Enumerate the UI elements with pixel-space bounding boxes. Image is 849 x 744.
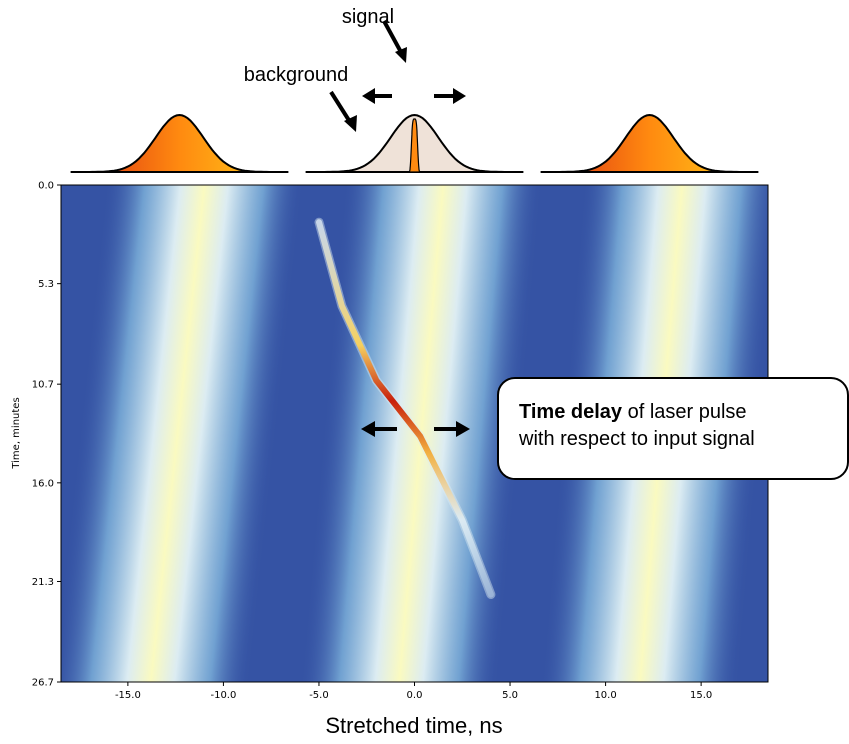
x-tick-label: -5.0 — [309, 690, 329, 701]
time-delay-callout: Time delay of laser pulse with respect t… — [497, 377, 849, 480]
x-tick-label: 5.0 — [502, 690, 518, 701]
callout-text-line2: with respect to input signal — [519, 428, 755, 450]
y-tick-label: 5.3 — [38, 279, 54, 290]
x-axis-label: Stretched time, ns — [325, 713, 502, 738]
delay-left-arrow — [361, 421, 397, 437]
callout-text-line1: of laser pulse — [622, 401, 747, 423]
signal-trace-line — [316, 219, 494, 598]
heatmap-band-0 — [61, 185, 304, 682]
signal-trace — [314, 217, 496, 599]
pulse-profiles — [70, 113, 759, 173]
y-tick-label: 10.7 — [32, 380, 54, 391]
x-tick-label: -10.0 — [210, 690, 236, 701]
shift-right-arrow-top — [434, 88, 466, 104]
signal-label: signal — [342, 6, 394, 28]
pulse-profile-0 — [70, 113, 289, 173]
x-axis-ticks: -15.0 -10.0 -5.0 0.0 5.0 10.0 15.0 — [115, 682, 712, 701]
callout-bold-text: Time delay — [519, 401, 623, 423]
y-tick-label: 26.7 — [32, 678, 54, 689]
background-label: background — [244, 64, 349, 86]
y-tick-label: 21.3 — [32, 577, 54, 588]
y-tick-label: 16.0 — [32, 478, 54, 489]
shift-left-arrow-top — [362, 88, 392, 104]
y-axis-ticks: 0.0 5.3 10.7 16.0 21.3 26.7 — [32, 181, 61, 689]
x-tick-label: 15.0 — [690, 690, 712, 701]
pulse-profile-2 — [406, 118, 423, 173]
y-tick-label: 0.0 — [38, 181, 54, 192]
signal-pointer-arrow — [382, 20, 407, 63]
x-tick-label: 0.0 — [407, 690, 423, 701]
background-pointer-arrow — [329, 90, 357, 132]
y-axis-label: Time, minutes — [11, 397, 22, 469]
pulse-profile-3 — [540, 113, 759, 173]
x-tick-label: 10.0 — [594, 690, 616, 701]
x-tick-label: -15.0 — [115, 690, 141, 701]
delay-right-arrow — [434, 421, 470, 437]
